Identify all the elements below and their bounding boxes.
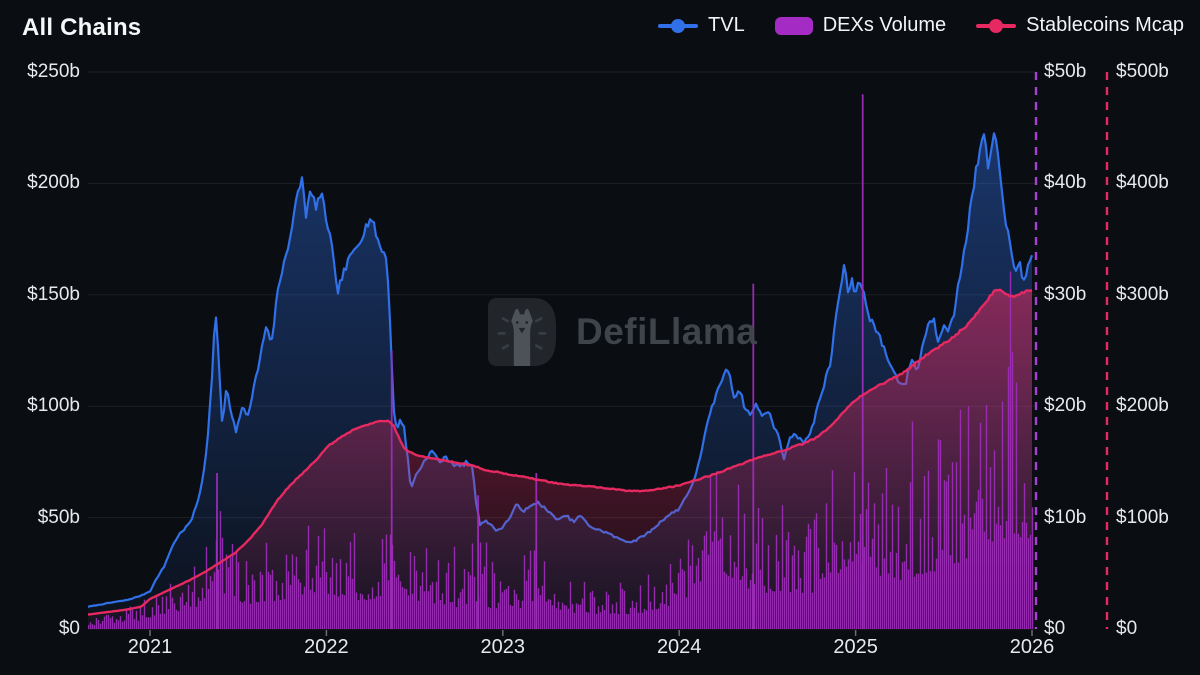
stablecoins-axis-tick-label: $200b (1116, 395, 1169, 417)
x-axis-year-label: 2021 (127, 636, 173, 658)
tvl-line-dot-icon (658, 18, 699, 33)
left-axis-tick-label: $150b (27, 283, 80, 305)
x-axis-year-label: 2022 (304, 636, 349, 658)
dex-axis-tick-label: $10b (1044, 506, 1087, 528)
x-axis-year-label: 2025 (833, 636, 878, 658)
legend-item-tvl[interactable]: TVL (658, 14, 745, 37)
x-axis-year-label: 2026 (1009, 636, 1055, 658)
x-axis-year-label: 2023 (480, 636, 526, 658)
chart-legend: TVL DEXs Volume Stablecoins Mcap (658, 14, 1184, 37)
dex-volume-swatch-icon (774, 16, 813, 35)
dex-axis-tick-label: $0 (1044, 618, 1066, 639)
stablecoins-line-series (88, 288, 1033, 616)
dex-volume-bars-series (88, 94, 1034, 630)
page-title: All Chains (22, 14, 142, 41)
left-axis-tick-label: $100b (27, 395, 80, 417)
stablecoins-axis-tick-label: $100b (1116, 506, 1169, 528)
left-axis-tick-label: $0 (58, 618, 80, 639)
left-axis-tick-label: $200b (27, 172, 80, 194)
x-axis-tick-marks (149, 630, 1033, 636)
left-axis-tick-label: $50b (37, 506, 80, 528)
legend-item-stablecoins-mcap[interactable]: Stablecoins Mcap (976, 14, 1184, 37)
stablecoins-axis-tick-label: $0 (1116, 618, 1138, 639)
dex-axis-tick-label: $40b (1044, 172, 1087, 194)
dex-axis-tick-label: $20b (1044, 395, 1087, 417)
legend-label: DEXs Volume (822, 14, 947, 36)
left-axis-tick-label: $250b (27, 61, 80, 82)
stablecoins-axis-tick-label: $300b (1116, 283, 1169, 305)
stablecoins-axis-tick-label: $500b (1116, 61, 1169, 82)
legend-label: TVL (708, 14, 745, 36)
legend-item-dexs-volume[interactable]: DEXs Volume (774, 14, 947, 37)
legend-label: Stablecoins Mcap (1026, 14, 1184, 36)
dex-axis-tick-label: $50b (1044, 61, 1087, 82)
stablecoins-mcap-line-dot-icon (976, 18, 1017, 33)
x-axis-year-label: 2024 (656, 636, 702, 658)
dex-axis-tick-label: $30b (1044, 283, 1087, 305)
stablecoins-axis-tick-label: $400b (1116, 172, 1169, 194)
